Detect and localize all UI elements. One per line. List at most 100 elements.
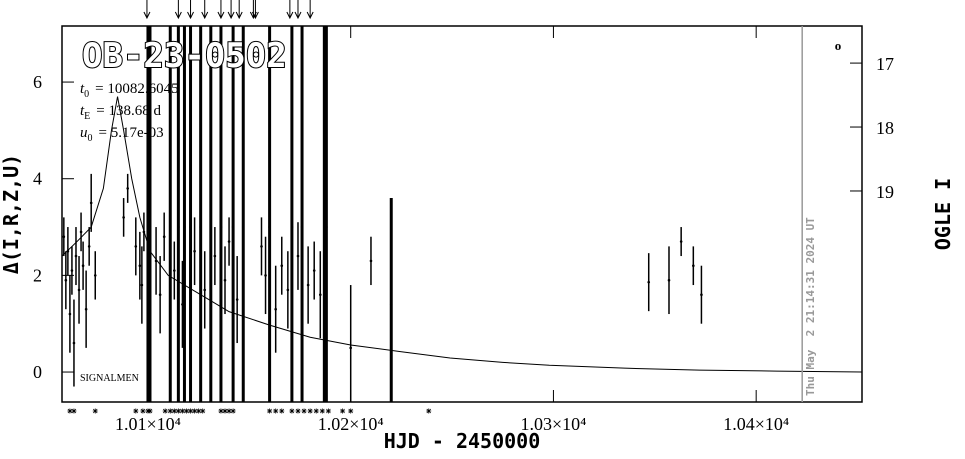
param-value: = 5.17e-03 [99, 125, 164, 141]
data-point [122, 216, 125, 219]
y2-tick-label: 19 [876, 182, 894, 202]
data-point [66, 249, 70, 253]
data-point [68, 312, 72, 316]
data-point [134, 245, 138, 248]
y2-tick-label: 17 [876, 54, 894, 74]
data-point [312, 269, 316, 272]
alert-arrow [227, 0, 235, 20]
alert-arrow [306, 0, 314, 20]
observation-mark [301, 408, 307, 414]
observation-mark [218, 408, 224, 414]
data-point [168, 225, 172, 229]
param-subscript: 0 [88, 133, 93, 144]
data-point [74, 254, 78, 258]
observation-mark [140, 408, 146, 414]
alert-arrow [201, 0, 209, 20]
param-symbol: t [80, 81, 85, 97]
credit: SIGNALMEN [80, 373, 139, 384]
data-point [318, 293, 322, 297]
data-point [79, 230, 83, 234]
observation-mark [175, 408, 181, 414]
data-point [241, 225, 245, 229]
x-tick-label: 1.04×10⁴ [723, 414, 789, 434]
observation-mark [313, 408, 319, 414]
data-point [209, 225, 213, 229]
data-point [162, 235, 166, 239]
data-point [296, 254, 300, 258]
data-point [84, 307, 88, 311]
data-point [349, 346, 352, 350]
observation-mark [226, 408, 232, 414]
data-point [260, 245, 263, 248]
observation-mark [325, 408, 331, 414]
plot-frame [61, 25, 863, 403]
data-point [158, 293, 162, 297]
observation-mark [348, 408, 354, 414]
observation-mark [162, 408, 168, 414]
data-point [193, 249, 196, 253]
data-point [223, 278, 227, 282]
data-point [189, 225, 192, 229]
fit-parameter: tE = 138.68 d [80, 103, 161, 122]
model-curve [62, 96, 862, 373]
observation-mark [67, 408, 73, 414]
observation-mark [179, 408, 185, 414]
y2-tick-label: 18 [876, 118, 894, 138]
param-value: = 10082.6045 [95, 81, 178, 97]
observation-mark [92, 408, 98, 414]
param-subscript: 0 [84, 89, 89, 100]
data-point [93, 274, 97, 277]
plot-area [62, 26, 862, 402]
observation-mark [192, 408, 198, 414]
data-point [286, 288, 290, 292]
observation-mark [71, 408, 77, 414]
param-symbol: t [80, 103, 85, 119]
data-point [274, 307, 277, 311]
data-point [89, 201, 93, 205]
data-point [177, 225, 180, 229]
data-point [70, 269, 74, 272]
data-point [268, 225, 271, 229]
data-point [173, 269, 176, 272]
observation-mark [279, 408, 285, 414]
data-point [227, 240, 231, 243]
data-point [280, 264, 284, 268]
data-point [647, 280, 651, 284]
x-tick-label: 1.02×10⁴ [318, 414, 384, 434]
x-tick-label: 1.03×10⁴ [520, 414, 586, 434]
data-point [199, 225, 202, 229]
alert-arrow [235, 0, 243, 20]
observation-mark [222, 408, 228, 414]
data-point [183, 225, 186, 229]
corner-mark: o [835, 38, 842, 53]
observation-mark [188, 408, 194, 414]
observation-mark [133, 408, 139, 414]
observation-mark [340, 408, 346, 414]
data-point [290, 225, 294, 229]
data-point [235, 298, 239, 301]
data-point [692, 264, 695, 268]
observation-mark [319, 408, 325, 414]
observation-mark [307, 408, 313, 414]
alert-arrow [286, 0, 294, 20]
data-point [154, 259, 158, 263]
data-point [77, 288, 81, 292]
chart-title: OB-23-0502 [82, 36, 287, 76]
observation-mark [230, 408, 236, 414]
alert-arrow [217, 0, 225, 20]
observation-mark [196, 408, 202, 414]
param-subscript: E [84, 111, 90, 122]
data-point [369, 259, 373, 263]
data-point [81, 264, 85, 268]
data-point [325, 225, 328, 229]
data-point [203, 288, 207, 292]
y-tick-label: 6 [33, 72, 42, 92]
param-value: = 138.68 d [96, 103, 161, 119]
data-point [679, 240, 683, 243]
observation-mark [183, 408, 189, 414]
data-point [62, 235, 66, 239]
data-point [306, 283, 310, 287]
data-point [389, 303, 393, 306]
data-point [64, 278, 68, 282]
